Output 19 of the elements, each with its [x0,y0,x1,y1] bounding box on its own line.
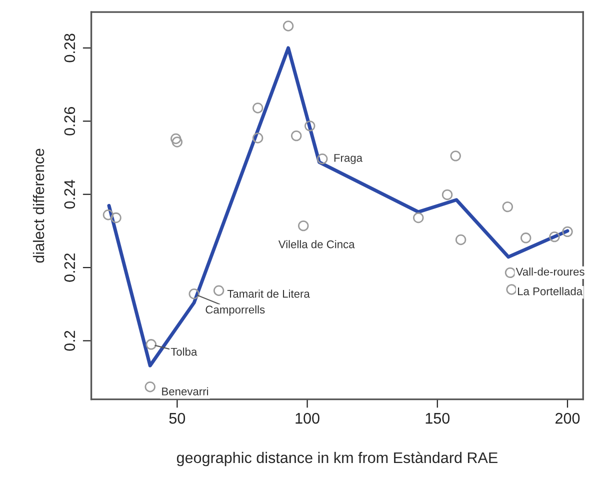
annotation: Vall-de-roures [516,267,584,276]
y-tick-label: 0.2 [64,330,76,351]
annotation: Vilella de Cinca [278,240,355,248]
y-tick-label: 0.26 [64,106,76,136]
x-tick-label: 150 [426,412,450,424]
y-tick-label: 0.24 [64,180,76,209]
y-tick-label: 0.28 [64,34,76,62]
annotation: Benevarri [162,387,208,396]
annotation: Camporrells [206,305,265,316]
x-tick-label: 200 [556,412,580,424]
x-tick-label: 50 [169,412,186,424]
y-tick-label: 0.22 [64,253,76,282]
x-axis-title: geographic distance in km from Estàndard RAE [176,452,498,466]
annotation: Fraga [334,154,363,164]
annotation: La Portellada [518,287,583,296]
y-axis-title: dialect difference [32,148,44,263]
annotation: Tolba [170,348,198,356]
annotation: Tamarit de Litera [227,290,310,298]
x-tick-label: 100 [296,412,320,424]
